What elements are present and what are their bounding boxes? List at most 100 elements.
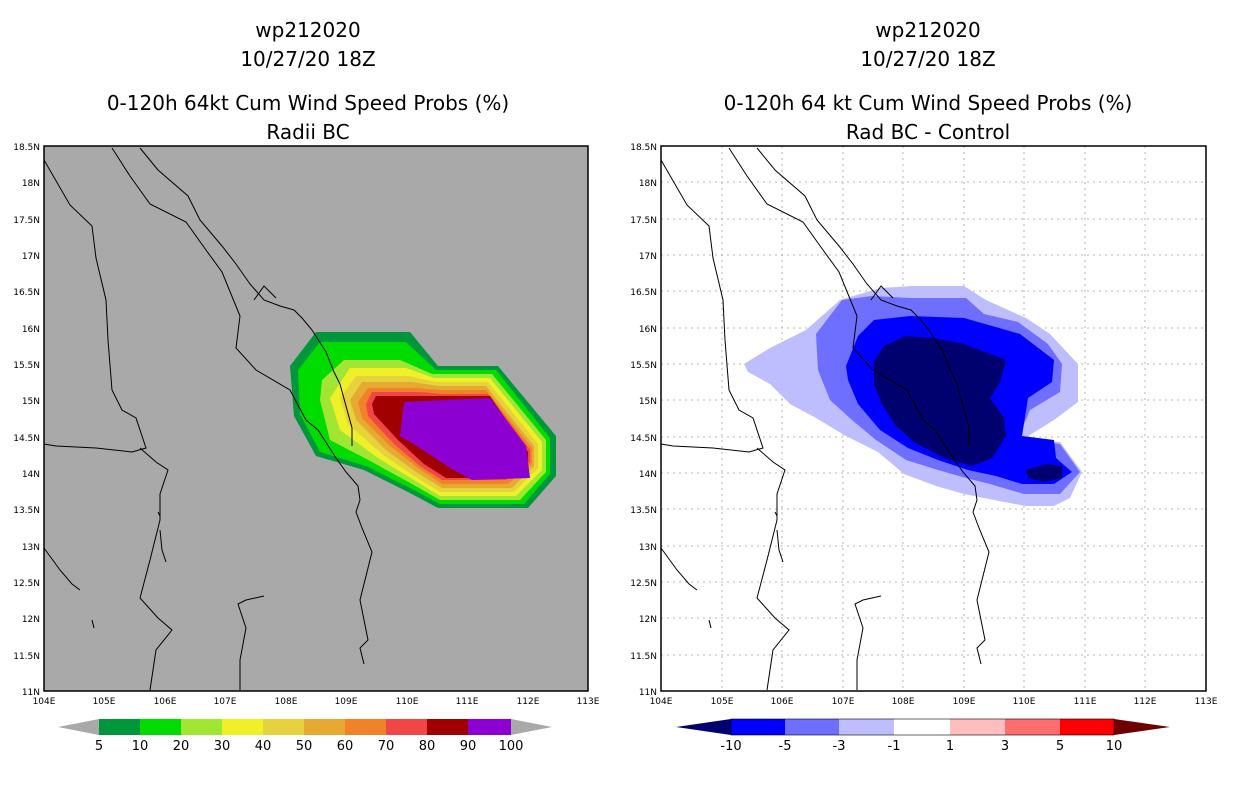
left-colorbar-label: 80 xyxy=(419,739,436,754)
right-colorbar-label: -5 xyxy=(779,739,792,754)
left-coastlines xyxy=(43,147,373,691)
left-colorbar-label: 90 xyxy=(460,739,477,754)
left-colorbar-label: 60 xyxy=(337,739,354,754)
right-colorbar-label: 1 xyxy=(946,739,954,754)
left-lat-label: 14.5N xyxy=(13,434,40,444)
right-difference-field xyxy=(744,286,1082,506)
right-colorbar-swatch xyxy=(785,719,839,735)
right-lon-labels: 104E 105E 106E 107E 108E 109E 110E 111E … xyxy=(650,697,1218,707)
right-lon-label: 107E xyxy=(832,697,855,707)
right-lat-label: 17.5N xyxy=(630,216,657,226)
left-subtitle: 0-120h 64kt Cum Wind Speed Probs (%) Rad… xyxy=(8,89,608,147)
right-lon-label: 113E xyxy=(1195,697,1218,707)
right-lon-label: 106E xyxy=(771,697,794,707)
right-lat-label: 14.5N xyxy=(630,434,657,444)
right-lon-label: 109E xyxy=(953,697,976,707)
right-lon-label: 110E xyxy=(1013,697,1036,707)
left-colorbar-swatch xyxy=(304,719,345,735)
right-colorbar-swatch xyxy=(894,719,950,735)
left-lon-label: 113E xyxy=(577,697,600,707)
left-colorbar-swatch xyxy=(181,719,222,735)
left-lon-label: 108E xyxy=(275,697,298,707)
right-colorbar-swatch xyxy=(950,719,1005,735)
right-title-line2: 10/27/20 18Z xyxy=(860,47,996,71)
left-lon-label: 105E xyxy=(93,697,116,707)
left-colorbar-label: 30 xyxy=(214,739,231,754)
left-lat-label: 15N xyxy=(22,397,40,407)
left-colorbar-label: 20 xyxy=(173,739,190,754)
right-colorbar: -10 -5 -3 -1 1 3 5 10 xyxy=(676,718,1170,754)
right-lon-label: 104E xyxy=(650,697,673,707)
left-colorbar-over-arrow xyxy=(511,719,552,735)
right-colorbar-swatch xyxy=(731,719,785,735)
left-colorbar-swatch xyxy=(468,719,511,735)
left-lat-label: 17N xyxy=(22,252,40,262)
right-colorbar-label: 5 xyxy=(1056,739,1064,754)
left-lon-label: 111E xyxy=(456,697,479,707)
left-lat-label: 11.5N xyxy=(13,652,40,662)
right-lat-label: 15.5N xyxy=(630,361,657,371)
left-lat-label: 17.5N xyxy=(13,216,40,226)
right-colorbar-under-arrow xyxy=(676,719,731,735)
left-title-line2: 10/27/20 18Z xyxy=(240,47,376,71)
right-colorbar-swatch xyxy=(1060,719,1114,735)
left-colorbar-label: 70 xyxy=(378,739,395,754)
left-colorbar-swatch xyxy=(386,719,427,735)
left-lon-label: 109E xyxy=(335,697,358,707)
left-colorbar-swatch xyxy=(99,719,140,735)
right-lat-label: 16N xyxy=(639,325,657,335)
right-colorbar-outline xyxy=(730,718,1115,736)
diff-minus10 xyxy=(874,336,1006,466)
left-title: wp212020 10/27/20 18Z xyxy=(28,16,588,74)
left-colorbar-swatch xyxy=(140,719,181,735)
right-lat-labels: 18.5N 18N 17.5N 17N 16.5N 16N 15.5N 15N … xyxy=(630,143,657,698)
left-colorbar-under-arrow xyxy=(58,719,99,735)
left-lat-label: 14N xyxy=(22,470,40,480)
right-colorbar-label: 3 xyxy=(1001,739,1009,754)
left-lat-label: 18.5N xyxy=(13,143,40,153)
left-lat-label: 18N xyxy=(22,179,40,189)
left-lon-label: 112E xyxy=(517,697,540,707)
left-colorbar-swatch xyxy=(427,719,468,735)
left-map-frame xyxy=(43,145,589,692)
left-lat-label: 12.5N xyxy=(13,579,40,589)
left-colorbar: 5 10 20 30 40 50 60 70 80 90 100 xyxy=(58,719,552,754)
left-lon-label: 106E xyxy=(154,697,177,707)
right-title: wp212020 10/27/20 18Z xyxy=(648,16,1208,74)
right-lon-label: 111E xyxy=(1074,697,1097,707)
right-subtitle: 0-120h 64 kt Cum Wind Speed Probs (%) Ra… xyxy=(628,89,1228,147)
right-lat-label: 11.5N xyxy=(630,652,657,662)
left-lat-labels: 18.5N 18N 17.5N 17N 16.5N 16N 15.5N 15N … xyxy=(13,143,40,698)
right-lat-label: 18.5N xyxy=(630,143,657,153)
right-lat-label: 11N xyxy=(639,688,657,698)
right-lat-label: 12.5N xyxy=(630,579,657,589)
right-colorbar-labels: -10 -5 -3 -1 1 3 5 10 xyxy=(720,739,1122,754)
left-lat-label: 11N xyxy=(22,688,40,698)
right-colorbar-label: -10 xyxy=(720,739,741,754)
right-colorbar-label: -1 xyxy=(888,739,901,754)
left-colorbar-label: 40 xyxy=(255,739,272,754)
right-colorbar-over-arrow xyxy=(1114,719,1170,735)
left-probability-swath xyxy=(290,332,556,508)
left-colorbar-label: 50 xyxy=(296,739,313,754)
right-coastlines xyxy=(660,147,990,691)
left-colorbar-swatch xyxy=(222,719,263,735)
right-lon-label: 112E xyxy=(1134,697,1157,707)
right-lat-label: 17N xyxy=(639,252,657,262)
right-colorbar-label: -3 xyxy=(833,739,846,754)
left-lon-label: 107E xyxy=(214,697,237,707)
left-lat-label: 15.5N xyxy=(13,361,40,371)
right-lon-label: 108E xyxy=(892,697,915,707)
left-lat-label: 13.5N xyxy=(13,506,40,516)
right-map-frame xyxy=(660,145,1207,692)
right-lat-label: 18N xyxy=(639,179,657,189)
right-lat-label: 12N xyxy=(639,615,657,625)
diff-minus10-small xyxy=(1026,464,1062,482)
left-colorbar-label: 5 xyxy=(95,739,103,754)
left-subtitle-line1: 0-120h 64kt Cum Wind Speed Probs (%) xyxy=(106,91,510,115)
left-subtitle-line2: Radii BC xyxy=(266,120,350,144)
left-lon-label: 104E xyxy=(33,697,56,707)
left-lon-labels: 104E 105E 106E 107E 108E 109E 110E 111E … xyxy=(33,697,600,707)
left-colorbar-label: 10 xyxy=(132,739,149,754)
